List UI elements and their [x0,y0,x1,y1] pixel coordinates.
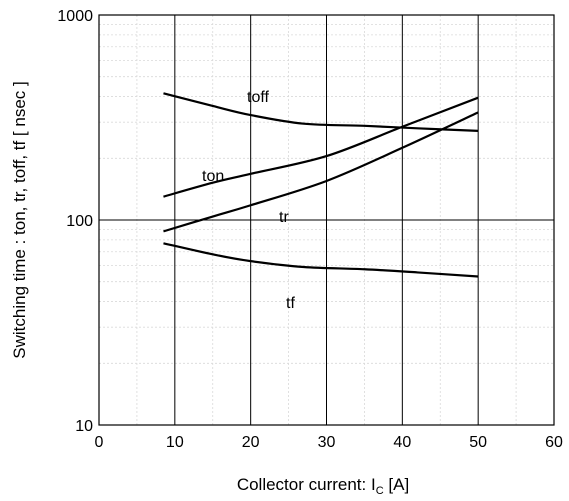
x-axis-label-unit: [A] [384,475,410,494]
x-tick-label: 40 [393,434,411,451]
series-line-ton [163,96,479,198]
x-tick-label: 20 [242,434,260,451]
x-tick-label: 30 [318,434,336,451]
x-axis-label-sub: C [376,485,384,497]
curves [163,92,479,278]
y-tick-label: 1000 [57,8,93,25]
series-label-ton: ton [202,168,224,185]
x-tick-label: 10 [166,434,184,451]
grid [99,15,554,425]
x-tick-label: 60 [545,434,563,451]
series-label-toff: toff [247,89,270,106]
series-label-tr: tr [279,209,289,226]
series-line-toff [163,92,479,133]
y-tick-label: 100 [66,213,93,230]
series-label-tf: tf [286,295,295,312]
plot-frame [98,14,555,426]
y-tick-label: 10 [75,418,93,435]
x-axis-label-main: Collector current: I [237,475,376,494]
series-line-tr [163,111,479,233]
y-axis-label: Switching time : ton, tr, toff, tf [ nse… [10,81,29,358]
x-tick-label: 0 [95,434,104,451]
series-line-tf [163,242,479,278]
x-tick-label: 50 [469,434,487,451]
x-axis-label: Collector current: IC [A] [237,475,409,497]
